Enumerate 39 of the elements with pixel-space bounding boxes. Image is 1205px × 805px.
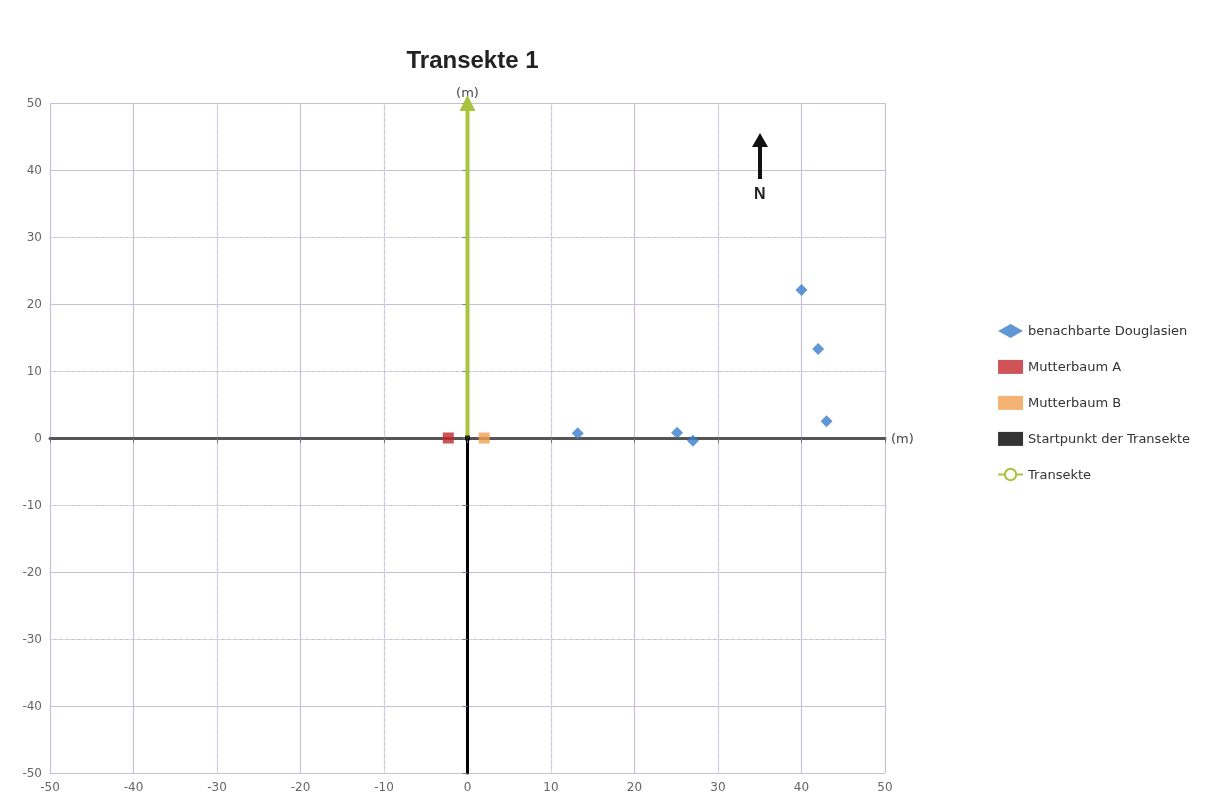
point (812, 342, 825, 355)
y-tick-label: 50 (26, 96, 42, 110)
x-tick-label: 10 (543, 780, 559, 794)
point (795, 283, 808, 296)
y-tick-label: -40 (22, 699, 42, 713)
x-tick-label: 50 (877, 780, 893, 794)
y-axis-title: (m) (456, 85, 479, 100)
point (478, 432, 490, 444)
legend-label: Transekte (1027, 467, 1092, 482)
y-tick-label: 30 (26, 230, 42, 244)
x-axis-title: (m) (891, 430, 914, 446)
point (671, 426, 684, 439)
x-tick-label: 30 (710, 780, 726, 794)
y-tick-label: -20 (22, 565, 42, 579)
y-tick-label: 20 (26, 297, 42, 311)
point (686, 434, 699, 447)
chart-title: Transekte 1 (406, 45, 539, 73)
legend-label: Mutterbaum A (1028, 359, 1122, 375)
x-tick-label: -10 (374, 780, 394, 794)
y-tick-label: -10 (22, 498, 42, 512)
y-tick-label: 10 (26, 364, 42, 378)
x-tick-label: 0 (463, 780, 472, 794)
x-tick-label: -20 (290, 780, 311, 794)
x-tick-label: -50 (40, 780, 60, 794)
y-tick-label: -30 (22, 632, 42, 646)
legend-label: benachbarte Douglasien (1028, 323, 1188, 339)
y-tick-label: -50 (22, 766, 42, 780)
annotation: N (752, 185, 767, 203)
point (442, 432, 454, 444)
x-tick-label: 20 (626, 780, 643, 794)
y-tick-label: 0 (34, 431, 42, 445)
point (820, 415, 833, 428)
x-tick-label: -40 (123, 780, 144, 794)
point (571, 427, 584, 440)
legend-label: Mutterbaum B (1028, 395, 1122, 411)
y-tick-label: 40 (26, 163, 42, 177)
legend-label: Startpunkt der Transekte (1028, 431, 1191, 447)
x-tick-label: 40 (793, 780, 810, 794)
x-tick-label: -30 (207, 780, 227, 794)
